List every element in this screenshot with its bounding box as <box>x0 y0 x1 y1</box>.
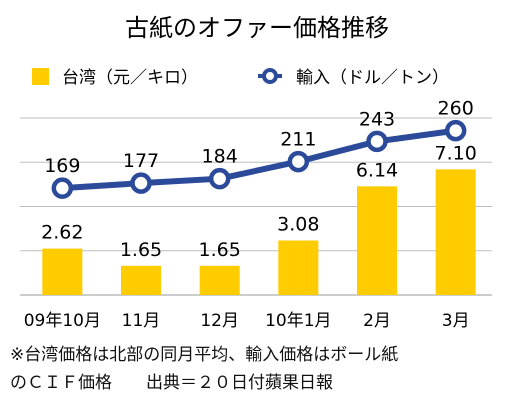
bar <box>199 265 240 295</box>
x-tick-label: 12月 <box>200 311 239 331</box>
line-marker <box>366 130 388 153</box>
legend-line-marker <box>262 68 278 84</box>
x-tick-label: 10年1月 <box>265 311 331 331</box>
footnote-line-1: ※台湾価格は北部の同月平均、輸入価格はボール紙 <box>10 345 399 365</box>
bar <box>278 240 319 295</box>
bar-series <box>42 169 476 295</box>
legend-bar-label: 台湾（元／キロ） <box>62 68 198 88</box>
legend: 台湾（元／キロ） 輸入（ドル／トン） <box>32 68 449 88</box>
line-value-label: 169 <box>44 155 80 177</box>
bar-value-label: 1.65 <box>120 239 162 261</box>
legend-line-label: 輸入（ドル／トン） <box>296 68 449 88</box>
bar <box>357 186 397 295</box>
line-series <box>51 119 467 199</box>
line-value-label: 243 <box>359 108 395 130</box>
x-tick-label: 11月 <box>122 311 161 331</box>
line-marker <box>208 167 231 190</box>
legend-bar-swatch <box>32 68 49 85</box>
bar <box>121 265 161 295</box>
line-path <box>62 127 457 192</box>
bar-value-label: 6.14 <box>356 159 398 181</box>
bar-data-labels: 2.62 1.65 1.65 3.08 6.14 7.10 <box>41 142 477 260</box>
bar-value-label: 2.62 <box>41 222 83 244</box>
footnote-line-2: のＣＩＦ価格 出典＝２０日付蘋果日報 <box>10 373 333 393</box>
bar-value-label: 3.08 <box>277 213 319 235</box>
bar <box>42 248 83 295</box>
x-tick-label: 3月 <box>442 311 470 331</box>
x-axis-ticks: 09年10月 11月 12月 10年1月 2月 3月 <box>24 311 470 331</box>
line-value-label: 177 <box>123 150 159 172</box>
line-value-label: 211 <box>280 129 316 151</box>
line-marker <box>130 172 152 194</box>
bar <box>435 169 476 295</box>
x-tick-label: 2月 <box>363 311 391 331</box>
line-marker <box>287 150 310 173</box>
line-value-label: 260 <box>438 98 474 120</box>
line-data-labels: 169 177 184 211 243 260 <box>44 98 474 178</box>
bar-value-label: 7.10 <box>435 142 477 164</box>
line-value-label: 184 <box>202 146 238 168</box>
line-marker <box>444 119 467 142</box>
line-marker <box>51 177 74 199</box>
chart-title: 古紙のオファー価格推移 <box>125 14 389 42</box>
bar-value-label: 1.65 <box>199 239 241 261</box>
x-tick-label: 09年10月 <box>24 311 101 331</box>
gridlines <box>20 117 492 296</box>
